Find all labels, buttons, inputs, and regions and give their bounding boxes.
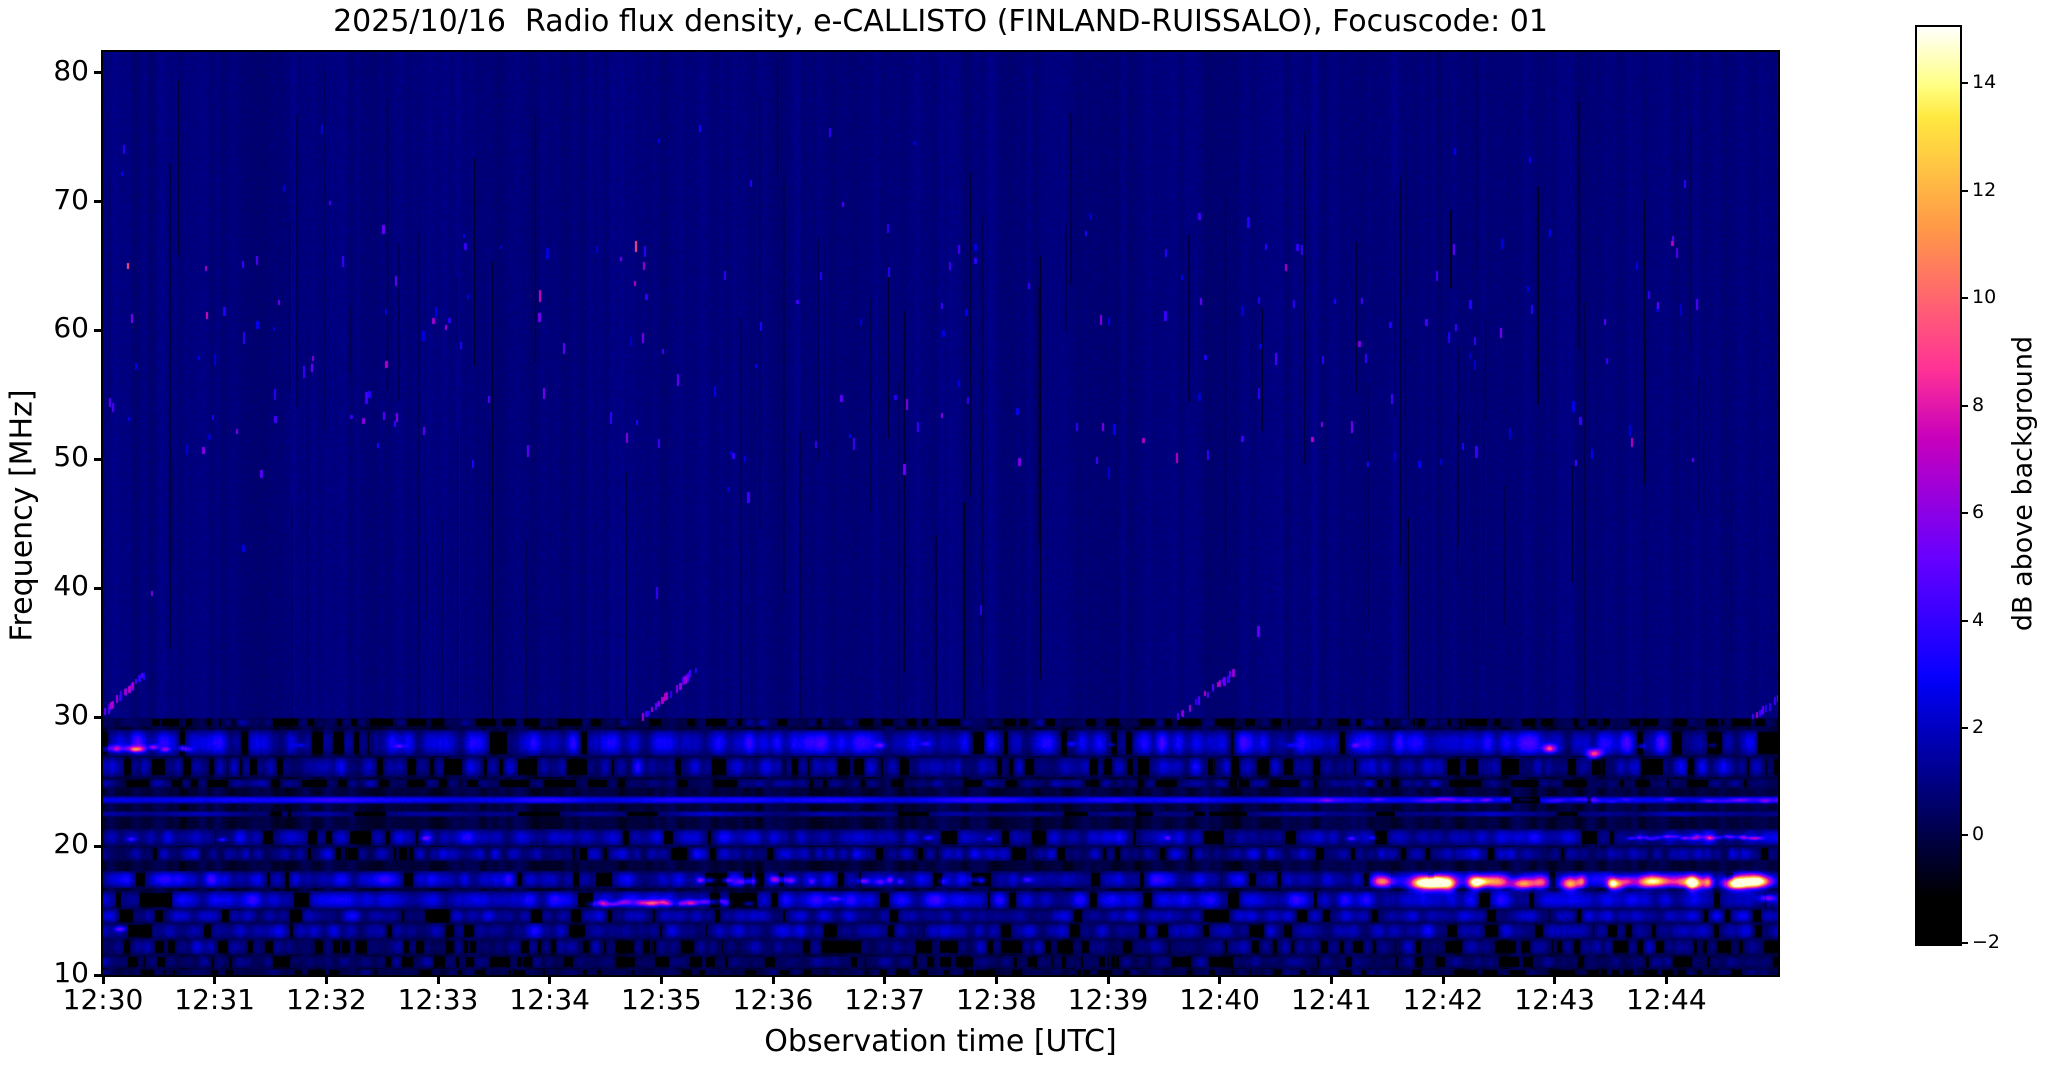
x-tick-mark (1106, 975, 1110, 984)
y-tick-mark (94, 200, 103, 204)
x-tick-mark (1218, 975, 1222, 984)
x-tick-mark (324, 975, 328, 984)
x-tick-label: 12:32 (285, 983, 367, 1016)
y-tick-label: 10 (53, 956, 89, 989)
colorbar-label: dB above background (2007, 335, 2039, 632)
colorbar-tick-mark (1960, 834, 1968, 837)
y-tick-mark (94, 457, 103, 461)
y-tick-label: 80 (53, 53, 89, 87)
x-tick-mark (1441, 975, 1445, 984)
x-tick-mark (101, 975, 105, 984)
x-tick-label: 12:42 (1402, 983, 1484, 1016)
x-tick-label: 12:38 (955, 983, 1037, 1016)
y-tick-mark (94, 715, 103, 719)
chart-title: 2025/10/16 Radio flux density, e-CALLIST… (333, 4, 1548, 39)
colorbar-frame (1915, 25, 1962, 946)
y-tick-mark (94, 328, 103, 332)
colorbar-tick-label: 12 (1972, 178, 1997, 201)
x-tick-mark (548, 975, 552, 984)
colorbar-tick-mark (1960, 82, 1968, 85)
colorbar-tick-mark (1960, 189, 1968, 192)
x-tick-mark (771, 975, 775, 984)
colorbar-tick-label: 2 (1972, 716, 1985, 739)
colorbar-tick-mark (1960, 512, 1968, 515)
x-tick-label: 12:40 (1179, 983, 1260, 1016)
y-tick-mark (94, 844, 103, 848)
x-tick-mark (1664, 975, 1668, 984)
x-tick-label: 12:41 (1290, 983, 1372, 1016)
x-tick-mark (1553, 975, 1557, 984)
colorbar-tick-label: 6 (1972, 501, 1985, 524)
x-tick-mark (883, 975, 887, 984)
colorbar-tick-mark (1960, 404, 1968, 407)
x-tick-mark (436, 975, 440, 984)
y-axis-label: Frequency [MHz] (4, 389, 40, 642)
x-tick-label: 12:37 (844, 983, 925, 1016)
x-axis-label: Observation time [UTC] (764, 1024, 1117, 1059)
y-tick-label: 20 (53, 827, 89, 861)
y-tick-label: 40 (53, 569, 89, 603)
colorbar-tick-label: 10 (1972, 286, 1997, 309)
x-tick-label: 12:34 (509, 983, 590, 1016)
x-tick-label: 12:35 (620, 983, 702, 1016)
colorbar-tick-label: −2 (1972, 930, 2001, 953)
colorbar-tick-label: 8 (1972, 393, 1985, 416)
y-tick-mark (94, 973, 103, 977)
x-tick-mark (659, 975, 663, 984)
spectrogram-image (103, 52, 1778, 975)
colorbar-tick-mark (1960, 727, 1968, 730)
x-tick-label: 12:33 (397, 983, 479, 1016)
plot-frame (101, 50, 1780, 977)
colorbar-tick-mark (1960, 941, 1968, 944)
colorbar-tick-mark (1960, 619, 1968, 622)
x-tick-label: 12:44 (1625, 983, 1707, 1016)
colorbar-tick-label: 0 (1972, 823, 1985, 846)
colorbar-tick-mark (1960, 297, 1968, 300)
x-tick-label: 12:30 (62, 983, 144, 1016)
colorbar-tick-label: 14 (1972, 71, 1997, 94)
y-tick-label: 30 (53, 698, 89, 732)
x-tick-mark (1329, 975, 1333, 984)
y-tick-label: 50 (53, 440, 89, 474)
x-tick-label: 12:43 (1514, 983, 1595, 1016)
colorbar-gradient (1917, 27, 1960, 944)
colorbar-tick-label: 4 (1972, 608, 1985, 631)
x-tick-label: 12:31 (174, 983, 255, 1016)
x-tick-mark (213, 975, 217, 984)
x-tick-label: 12:36 (732, 983, 814, 1016)
y-tick-label: 60 (53, 311, 89, 345)
x-tick-mark (994, 975, 998, 984)
y-tick-mark (94, 586, 103, 590)
y-tick-label: 70 (53, 182, 89, 216)
y-tick-mark (94, 71, 103, 75)
x-tick-label: 12:39 (1067, 983, 1149, 1016)
